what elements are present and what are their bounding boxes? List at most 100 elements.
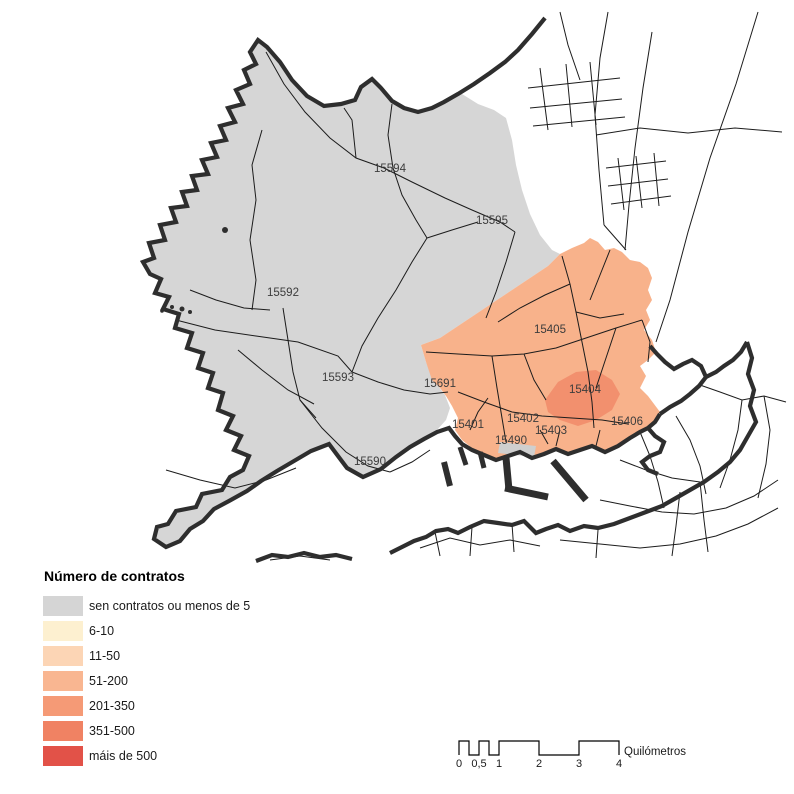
scalebar-tick-1: 1 (496, 758, 502, 770)
region-labels: 15594 15595 15592 15593 15691 15590 15405 15404… (267, 163, 643, 468)
pier (550, 458, 589, 503)
road (624, 31, 653, 251)
legend-swatch (43, 646, 83, 666)
road (595, 127, 783, 136)
region-label-15405: 15405 (534, 324, 566, 336)
region-label-15590: 15590 (354, 456, 386, 468)
zone-fills (143, 40, 660, 547)
road (343, 107, 357, 159)
road (351, 237, 428, 373)
legend-item: 6-10 (43, 621, 250, 641)
region-label-15406: 15406 (611, 416, 643, 428)
pier (477, 451, 487, 469)
road (523, 353, 547, 401)
pier (502, 457, 513, 491)
road (175, 319, 353, 373)
coastline-south-strip (255, 550, 353, 563)
legend-label: 351-500 (89, 724, 135, 738)
scalebar-unit-label: Quilómetros (624, 746, 686, 758)
legend-item: 11-50 (43, 646, 250, 666)
island (222, 227, 228, 233)
dark-zone-201-350 (545, 370, 620, 426)
pier (441, 461, 453, 487)
scalebar-tick-0: 0 (456, 758, 462, 770)
legend-swatch (43, 721, 83, 741)
road (419, 537, 541, 549)
road (675, 415, 707, 495)
region-label-15595: 15595 (476, 215, 508, 227)
coastline-inner-ria-north (648, 344, 709, 416)
coastline-harbor-detail (639, 426, 667, 476)
scalebar-canvas: 0 0,5 1 2 3 4 Quilómetros (456, 740, 686, 770)
road-network (165, 11, 787, 561)
scalebar-tick-2: 2 (536, 758, 542, 770)
legend-items: sen contratos ou menos de 5 6-10 11-50 51-2… (43, 596, 250, 766)
scalebar-tick-3: 3 (576, 758, 582, 770)
legend-label: 51-200 (89, 674, 128, 688)
road (491, 355, 507, 443)
road (425, 319, 643, 357)
legend-label: máis de 500 (89, 749, 158, 763)
pier (457, 446, 469, 466)
region-label-15404: 15404 (569, 384, 602, 396)
road (189, 289, 271, 311)
coastline-east-south (389, 341, 759, 555)
road (619, 459, 701, 483)
island (179, 306, 185, 312)
coastline-north-west (139, 16, 662, 550)
road (457, 391, 629, 425)
road (265, 51, 385, 169)
islands (160, 227, 228, 314)
legend-item: 201-350 (43, 696, 250, 716)
road (699, 384, 787, 403)
road (165, 467, 297, 489)
legend-label: 6-10 (89, 624, 115, 638)
legend-swatch (43, 621, 83, 641)
legend-swatch (43, 696, 83, 716)
scalebar-line (458, 740, 620, 756)
road (383, 167, 516, 233)
road (559, 11, 581, 81)
road (485, 231, 516, 319)
region-label-15403: 15403 (535, 425, 567, 437)
road (351, 371, 449, 395)
island (170, 305, 174, 309)
region-label-15592: 15592 (267, 287, 299, 299)
legend-item: sen contratos ou menos de 5 (43, 596, 250, 616)
road (527, 61, 626, 131)
road (595, 327, 617, 389)
gray-municipality-region (143, 40, 560, 547)
island (188, 310, 192, 314)
road (237, 349, 315, 405)
legend-label: 201-350 (89, 699, 135, 713)
scalebar-tick-0,5: 0,5 (471, 758, 486, 770)
region-label-15401: 15401 (452, 419, 484, 431)
road (757, 395, 771, 499)
road (249, 129, 263, 311)
legend-swatch (43, 746, 83, 766)
port-piers (441, 446, 589, 503)
region-label-15593: 15593 (322, 372, 354, 384)
legend-item: 51-200 (43, 671, 250, 691)
legend-swatch (43, 596, 83, 616)
road (603, 224, 627, 251)
road (575, 311, 625, 319)
coastline (139, 16, 759, 563)
road (469, 397, 489, 431)
legend-title: Número de contratos (44, 568, 185, 584)
road (641, 319, 651, 363)
island (160, 309, 164, 313)
region-label-15594: 15594 (374, 163, 407, 175)
road (434, 481, 709, 559)
pier (504, 484, 549, 501)
legend-item: 351-500 (43, 721, 250, 741)
coastline-inner-ria-branch (705, 340, 749, 379)
road (605, 152, 672, 211)
road (497, 283, 571, 323)
road (559, 507, 779, 549)
region-label-15402: 15402 (507, 413, 539, 425)
road (655, 11, 759, 343)
legend-label: 11-50 (89, 649, 121, 663)
